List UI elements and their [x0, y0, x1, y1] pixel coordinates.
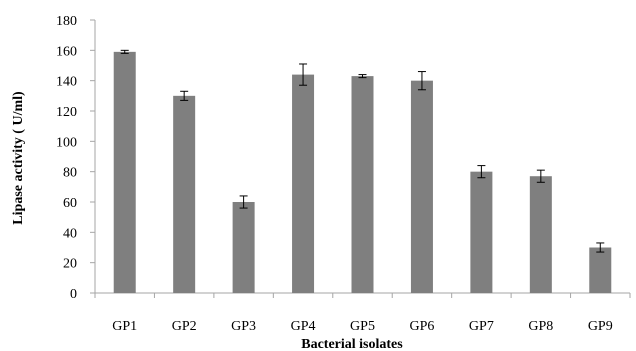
bar-gp7 [470, 171, 493, 293]
x-tick-label-gp1: GP1 [112, 319, 137, 334]
y-axis-title: Lipase activity ( U/ml) [11, 91, 26, 225]
x-tick-label-gp5: GP5 [350, 319, 375, 334]
plot-area: 0 20 40 60 80 100 120 140 160 180 GP1 GP2 GP3 GP4 GP5 G… [56, 14, 631, 334]
x-tick-label-gp7: GP7 [469, 319, 494, 334]
y-tick-label: 40 [63, 226, 77, 241]
bar-gp1 [113, 51, 136, 293]
x-tick-label-gp4: GP4 [291, 319, 316, 334]
x-tick-label-gp3: GP3 [231, 319, 256, 334]
y-tick-label: 60 [63, 196, 77, 211]
x-tick-label-gp6: GP6 [409, 319, 434, 334]
y-tick-label: 20 [63, 257, 77, 272]
bar-gp2 [173, 95, 196, 293]
y-tick-label: 160 [56, 44, 77, 59]
y-tick-label: 180 [56, 14, 77, 29]
bar-gp5 [351, 76, 374, 293]
x-tick-label-gp8: GP8 [528, 319, 553, 334]
y-tick-label: 140 [56, 75, 77, 90]
bar-gp4 [292, 74, 315, 293]
bar-gp9 [589, 247, 612, 293]
bar-gp3 [232, 202, 255, 293]
y-tick-label: 100 [56, 135, 77, 150]
y-tick-label: 0 [70, 287, 77, 302]
x-axis-title: Bacterial isolates [301, 337, 403, 351]
x-tick-label-gp9: GP9 [588, 319, 613, 334]
bar-gp8 [529, 176, 552, 293]
y-tick-label: 120 [56, 105, 77, 120]
y-tick-label: 80 [63, 166, 77, 181]
x-tick-label-gp2: GP2 [172, 319, 197, 334]
bar-gp6 [410, 80, 433, 294]
